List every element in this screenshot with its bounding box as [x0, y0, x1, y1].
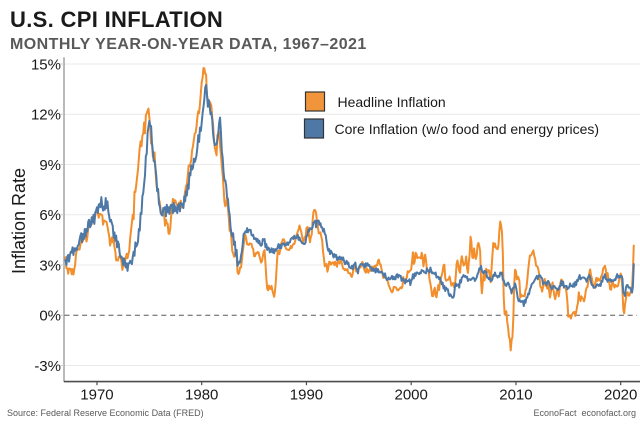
svg-text:3%: 3%	[39, 257, 61, 274]
svg-text:Core Inflation (w/o food and e: Core Inflation (w/o food and energy pric…	[335, 121, 600, 137]
svg-text:2000: 2000	[395, 387, 428, 404]
svg-text:6%: 6%	[39, 207, 61, 224]
svg-text:-3%: -3%	[34, 358, 61, 375]
svg-text:1990: 1990	[290, 387, 323, 404]
svg-text:9%: 9%	[39, 157, 61, 174]
svg-text:1970: 1970	[80, 387, 113, 404]
svg-text:12%: 12%	[31, 107, 61, 124]
svg-text:2010: 2010	[499, 387, 532, 404]
svg-text:0%: 0%	[39, 308, 61, 325]
svg-text:Inflation Rate: Inflation Rate	[9, 168, 29, 274]
svg-text:1980: 1980	[185, 387, 218, 404]
svg-text:2020: 2020	[604, 387, 637, 404]
svg-text:15%: 15%	[31, 56, 61, 73]
svg-text:Headline Inflation: Headline Inflation	[338, 94, 446, 110]
